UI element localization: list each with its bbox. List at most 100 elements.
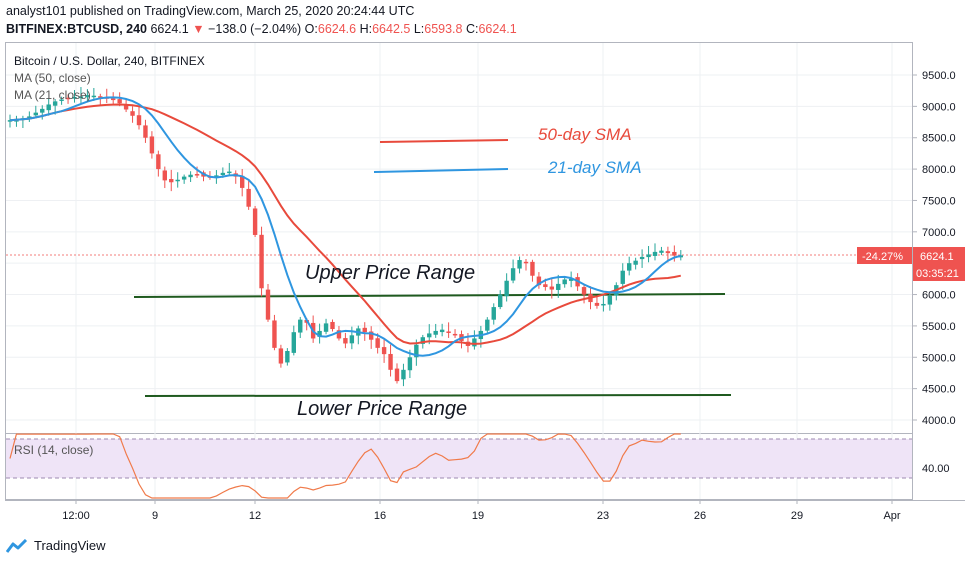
candle-body xyxy=(272,320,277,348)
ma50-indicator-label[interactable]: MA (50, close) xyxy=(14,71,91,85)
candle-body xyxy=(439,329,445,333)
candle-body xyxy=(72,96,77,99)
candles xyxy=(7,87,683,387)
candle-body xyxy=(549,286,554,290)
candle-body xyxy=(65,97,71,100)
last-price-badge-text: 6624.1 xyxy=(920,251,954,263)
candle-body xyxy=(414,344,419,358)
candle-body xyxy=(78,96,84,99)
x-tick-label: 12 xyxy=(249,510,261,522)
candle-body xyxy=(343,338,348,344)
candle-body xyxy=(485,319,490,331)
candle-body xyxy=(594,302,600,306)
candle-body xyxy=(498,294,503,308)
y-tick-label: 9500.0 xyxy=(922,70,956,82)
close-label: C: xyxy=(465,22,479,36)
candle-body xyxy=(620,270,625,284)
candle-body xyxy=(323,323,329,332)
candle-body xyxy=(246,188,251,207)
x-tick-label: 9 xyxy=(152,510,158,522)
y-tick-label: 7000.0 xyxy=(922,227,956,239)
candle-body xyxy=(381,347,387,355)
y-tick-label: 4500.0 xyxy=(922,384,956,396)
candle-body xyxy=(220,172,226,176)
rsi-line xyxy=(9,433,681,499)
high-value: 6642.5 xyxy=(372,22,411,36)
candle-body xyxy=(639,256,645,260)
candle-body xyxy=(52,101,58,106)
tradingview-icon xyxy=(6,538,28,553)
candle-body xyxy=(581,287,587,295)
candle-body xyxy=(491,307,496,320)
candle-body xyxy=(123,104,129,110)
y-tick-label: 6000.0 xyxy=(922,290,956,302)
lower-range-label: Lower Price Range xyxy=(297,398,467,420)
candle-body xyxy=(252,208,258,235)
candle-body xyxy=(194,174,200,176)
tradingview-logo[interactable]: TradingView xyxy=(6,538,106,553)
candle-body xyxy=(601,303,606,306)
candle-body xyxy=(169,179,174,183)
candle-body xyxy=(33,112,38,116)
ma21-legend-line xyxy=(373,168,509,173)
candle-body xyxy=(446,331,451,333)
candle-body xyxy=(336,330,342,339)
x-tick-label: 16 xyxy=(374,510,386,522)
rsi-tick-40: 40.00 xyxy=(922,463,950,475)
upper-range-line xyxy=(133,293,726,298)
y-tick-label: 9000.0 xyxy=(922,101,956,113)
last-price-badge xyxy=(913,247,965,264)
candle-body xyxy=(401,369,406,380)
price-axis: 9500.09000.08500.08000.07500.07000.06500… xyxy=(912,70,956,427)
open-label: O: xyxy=(304,22,318,36)
rsi-indicator-label[interactable]: RSI (14, close) xyxy=(14,443,94,457)
candle-body xyxy=(349,335,355,344)
candle-body xyxy=(98,96,103,98)
y-tick-label: 7500.0 xyxy=(922,195,956,207)
down-arrow-icon: ▼ xyxy=(192,22,205,36)
pair-label: BITFINEX:BTCUSD, 240 xyxy=(6,22,147,36)
countdown-badge xyxy=(913,264,965,281)
ma50-line xyxy=(9,103,681,345)
candle-body xyxy=(536,276,542,286)
candle-body xyxy=(517,260,522,269)
candle-body xyxy=(607,295,613,305)
candle-body xyxy=(388,353,393,370)
candle-body xyxy=(227,171,232,174)
candle-body xyxy=(143,125,148,138)
candle-body xyxy=(427,333,432,338)
candle-body xyxy=(452,333,458,336)
x-tick-label: 26 xyxy=(694,510,706,522)
low-value: 6593.8 xyxy=(424,22,463,36)
ma21-indicator-label[interactable]: MA (21, close) xyxy=(14,88,91,102)
candle-body xyxy=(556,283,561,290)
candle-body xyxy=(659,250,664,253)
time-axis: 12:00 9 12 16 19 23 26 29 Apr xyxy=(62,500,901,522)
candle-body xyxy=(175,179,180,182)
close-value: 6624.1 xyxy=(478,22,517,36)
ma50-legend-line xyxy=(379,139,509,143)
change-badge xyxy=(857,247,912,264)
brand-name: TradingView xyxy=(34,538,106,553)
candle-body xyxy=(156,154,161,170)
candle-body xyxy=(627,263,632,271)
candle-body xyxy=(298,319,303,333)
candle-body xyxy=(633,260,638,265)
candle-body xyxy=(362,327,367,333)
candle-body xyxy=(646,254,651,258)
candle-body xyxy=(330,321,335,330)
current-price: 6624.1 xyxy=(150,22,189,36)
candle-body xyxy=(265,289,271,320)
candle-body xyxy=(136,115,142,126)
y-tick-label: 8500.0 xyxy=(922,133,956,145)
candle-body xyxy=(394,368,400,382)
ma21-legend-label: 21-day SMA xyxy=(547,158,642,177)
candle-body xyxy=(291,332,296,353)
candle-body xyxy=(259,234,264,289)
candle-body xyxy=(27,116,32,118)
candle-body xyxy=(214,175,219,177)
candle-body xyxy=(149,136,155,154)
ohlc-bar: BITFINEX:BTCUSD, 240 6624.1 ▼ −138.0 (−2… xyxy=(6,22,517,36)
open-value: 6624.6 xyxy=(317,22,357,36)
